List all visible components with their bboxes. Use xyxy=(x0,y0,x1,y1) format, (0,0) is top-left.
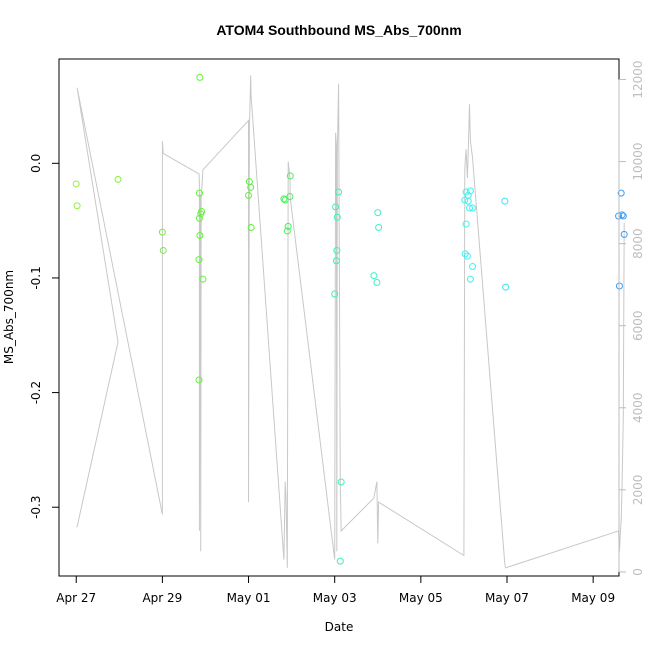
data-point xyxy=(195,189,203,197)
right-y-tick-label: 0 xyxy=(631,568,645,576)
data-point xyxy=(464,197,472,205)
right-y-tick-label: 6000 xyxy=(631,310,645,341)
x-axis: Apr 27 Apr 29 May 01 May 03 May 05 May 07 May … xyxy=(56,575,615,605)
data-point xyxy=(501,197,509,205)
y-axis-label: MS_Abs_700nm xyxy=(2,270,16,364)
data-point xyxy=(245,191,253,199)
right-y-axis: 0 2000 4000 6000 8000 10000 12000 xyxy=(618,60,645,576)
y-axis: 0.0 -0.1 -0.2 -0.3 xyxy=(29,154,60,519)
secondary-line-layer xyxy=(76,75,625,569)
data-point xyxy=(462,188,470,196)
data-point xyxy=(466,204,474,212)
data-point xyxy=(247,183,255,191)
data-point xyxy=(283,227,291,235)
y-tick-label: -0.2 xyxy=(29,381,43,404)
data-point xyxy=(158,228,166,236)
y-tick-label: 0.0 xyxy=(29,154,43,173)
data-point xyxy=(195,214,203,222)
data-point xyxy=(72,180,80,188)
data-point xyxy=(333,213,341,221)
data-point xyxy=(199,275,207,283)
data-point xyxy=(336,557,344,565)
data-point xyxy=(114,175,122,183)
data-point xyxy=(462,220,470,228)
data-point xyxy=(469,262,477,270)
data-point xyxy=(247,224,255,232)
data-point xyxy=(337,478,345,486)
x-tick-label: May 01 xyxy=(227,591,271,605)
data-point xyxy=(617,189,625,197)
data-point xyxy=(335,188,343,196)
data-point xyxy=(502,283,510,291)
data-point xyxy=(466,275,474,283)
data-point xyxy=(284,222,292,230)
data-point xyxy=(332,257,340,265)
data-point xyxy=(466,187,474,195)
x-tick-label: Apr 27 xyxy=(56,591,96,605)
x-tick-label: Apr 29 xyxy=(142,591,182,605)
right-y-tick-label: 10000 xyxy=(631,142,645,180)
right-y-tick-label: 8000 xyxy=(631,228,645,259)
data-point xyxy=(280,195,288,203)
secondary-series-line xyxy=(76,75,625,569)
data-point xyxy=(370,272,378,280)
x-tick-label: May 05 xyxy=(399,591,443,605)
data-point xyxy=(286,172,294,180)
x-axis-label: Date xyxy=(325,620,354,634)
data-point xyxy=(198,207,206,215)
data-point xyxy=(619,212,627,220)
y-tick-label: -0.3 xyxy=(29,496,43,519)
y-tick-label: -0.1 xyxy=(29,266,43,289)
x-tick-label: May 03 xyxy=(313,591,357,605)
data-point xyxy=(159,246,167,254)
x-tick-label: May 09 xyxy=(571,591,615,605)
right-y-tick-label: 12000 xyxy=(631,60,645,98)
right-y-tick-label: 2000 xyxy=(631,475,645,506)
data-point xyxy=(333,246,341,254)
data-point xyxy=(196,73,204,81)
right-y-tick-label: 4000 xyxy=(631,392,645,423)
points-layer xyxy=(72,73,628,565)
data-point xyxy=(469,204,477,212)
data-point xyxy=(195,376,203,384)
data-point xyxy=(620,230,628,238)
data-point xyxy=(195,256,203,264)
data-point xyxy=(281,196,289,204)
data-point xyxy=(331,290,339,298)
data-point xyxy=(373,279,381,287)
data-point xyxy=(375,224,383,232)
x-tick-label: May 07 xyxy=(485,591,529,605)
data-point xyxy=(73,202,81,210)
data-point xyxy=(463,252,471,260)
data-point xyxy=(461,250,469,258)
chart-title: ATOM4 Southbound MS_Abs_700nm xyxy=(216,22,461,38)
data-point xyxy=(461,196,469,204)
data-point xyxy=(374,209,382,217)
data-point xyxy=(332,203,340,211)
data-point xyxy=(286,193,294,201)
data-point xyxy=(196,232,204,240)
